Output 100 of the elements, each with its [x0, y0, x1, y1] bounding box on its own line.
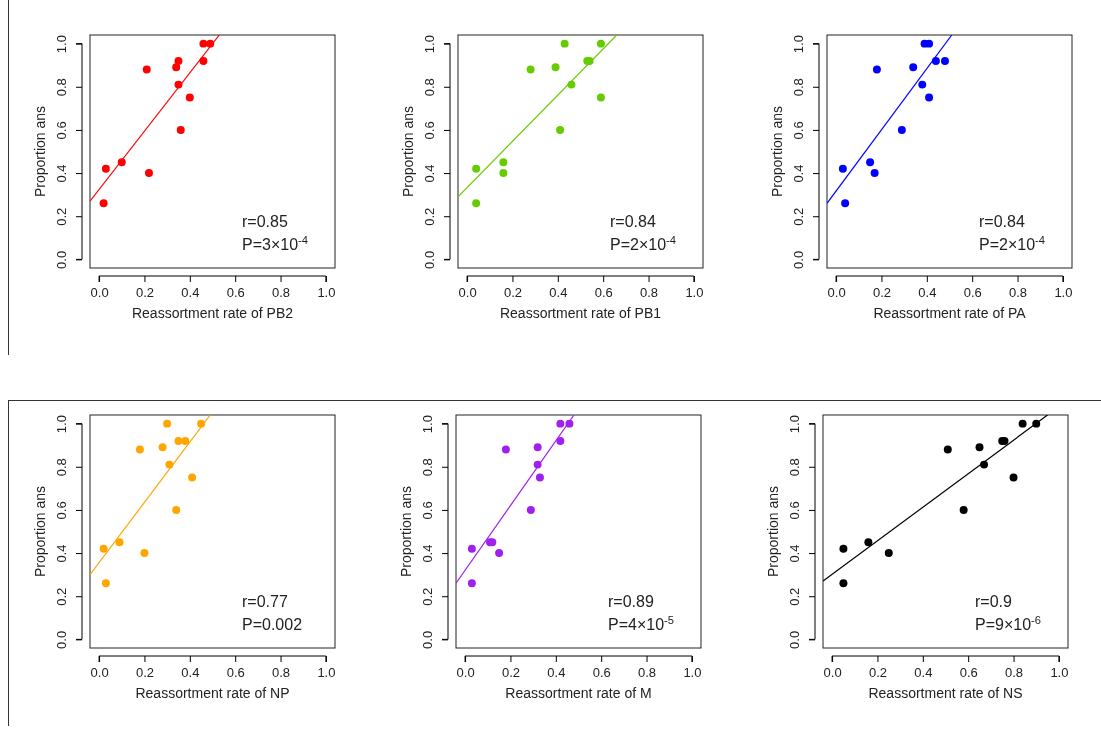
- y-tick-label: 0.8: [54, 458, 69, 477]
- y-tick-label: 0.4: [791, 164, 806, 183]
- y-tick-label: 0.4: [54, 164, 69, 183]
- y-tick-label: 0.0: [422, 250, 437, 269]
- point: [925, 93, 934, 102]
- y-tick-label: 0.8: [791, 78, 806, 97]
- y-tick-label: 0.2: [791, 207, 806, 226]
- point: [472, 199, 481, 208]
- point: [181, 436, 190, 445]
- x-tick-label: 0.6: [963, 284, 982, 300]
- point: [188, 473, 197, 482]
- point: [185, 93, 194, 102]
- x-axis-title: Reassortment rate of M: [505, 685, 652, 701]
- x-tick-label: 0.2: [501, 664, 520, 680]
- point: [467, 544, 476, 553]
- y-tick-label: 1.0: [791, 35, 806, 54]
- x-tick-label: 0.4: [181, 664, 200, 680]
- point: [174, 436, 183, 445]
- annotation: r=0.85: [242, 213, 288, 230]
- point: [925, 39, 934, 48]
- point: [533, 443, 542, 452]
- y-tick-label: 1.0: [787, 415, 802, 434]
- point: [495, 549, 504, 558]
- x-tick-label: 0.2: [503, 284, 522, 300]
- y-tick-label: 0.8: [54, 78, 69, 97]
- y-axis-title: Proportion ans: [400, 105, 416, 198]
- y-tick-label: 0.6: [54, 121, 69, 140]
- x-tick-label: 0.6: [592, 664, 611, 680]
- x-tick-label: 0.6: [594, 284, 613, 300]
- point: [864, 538, 873, 547]
- annotation: r=0.77: [242, 593, 288, 610]
- y-axis-title: Proportion ans: [765, 485, 781, 578]
- point: [872, 65, 881, 74]
- point: [959, 505, 968, 514]
- point: [140, 549, 149, 558]
- x-axis-title: Reassortment rate of PA: [873, 305, 1027, 321]
- annotation: P=2×10$^{-4}$: [979, 234, 1046, 253]
- x-tick-label: 0.8: [272, 284, 291, 300]
- y-tick-label: 0.8: [420, 458, 435, 477]
- y-tick-label: 0.0: [54, 250, 69, 269]
- point: [99, 199, 108, 208]
- point: [870, 169, 879, 178]
- point: [101, 164, 110, 173]
- x-tick-label: 1.0: [683, 664, 702, 680]
- annotation: r=0.89: [608, 593, 654, 610]
- point: [556, 125, 565, 134]
- point: [99, 544, 108, 553]
- x-axis-title: Reassortment rate of PB1: [499, 305, 662, 321]
- point: [1009, 473, 1018, 482]
- point: [135, 445, 144, 454]
- x-tick-label: 1.0: [1054, 284, 1073, 300]
- x-tick-label: 0.2: [135, 284, 154, 300]
- x-tick-label: 1.0: [685, 284, 704, 300]
- x-tick-label: 1.0: [317, 284, 336, 300]
- y-axis-title: Proportion ans: [769, 105, 785, 198]
- x-tick-label: 0.0: [827, 284, 846, 300]
- y-tick-label: 0.6: [791, 121, 806, 140]
- annotation: r=0.9: [975, 593, 1013, 610]
- x-tick-label: 0.8: [1005, 664, 1024, 680]
- point: [596, 39, 605, 48]
- x-tick-label: 0.4: [918, 284, 937, 300]
- x-tick-label: 0.2: [872, 284, 891, 300]
- y-tick-label: 0.2: [787, 587, 802, 606]
- point: [975, 443, 984, 452]
- point: [596, 93, 605, 102]
- annotation: P=9×10$^{-6}$: [975, 614, 1042, 633]
- point: [931, 56, 940, 65]
- point: [163, 419, 172, 428]
- point: [199, 56, 208, 65]
- y-tick-label: 0.2: [420, 587, 435, 606]
- point: [115, 538, 124, 547]
- y-tick-label: 0.8: [422, 78, 437, 97]
- point: [501, 445, 510, 454]
- x-tick-label: 0.4: [914, 664, 933, 680]
- point: [838, 164, 847, 173]
- y-tick-label: 1.0: [422, 35, 437, 54]
- point: [176, 125, 185, 134]
- y-tick-label: 0.4: [787, 544, 802, 563]
- point: [144, 169, 153, 178]
- y-tick-label: 0.6: [422, 121, 437, 140]
- y-axis-title: Proportion ans: [32, 485, 48, 578]
- y-tick-label: 1.0: [54, 35, 69, 54]
- x-tick-label: 0.0: [823, 664, 842, 680]
- point: [884, 549, 893, 558]
- annotation: P=0.002: [242, 616, 303, 633]
- y-tick-label: 0.8: [787, 458, 802, 477]
- y-tick-label: 0.6: [54, 501, 69, 520]
- annotation: P=4×10$^{-5}$: [608, 614, 675, 633]
- point: [535, 473, 544, 482]
- point: [499, 169, 508, 178]
- point: [866, 158, 875, 167]
- point: [980, 460, 989, 469]
- point: [918, 80, 927, 89]
- y-axis-title: Proportion ans: [398, 485, 414, 578]
- point: [943, 445, 952, 454]
- y-tick-label: 1.0: [54, 415, 69, 434]
- x-tick-label: 0.2: [135, 664, 154, 680]
- x-tick-label: 0.8: [272, 664, 291, 680]
- point: [472, 164, 481, 173]
- point: [526, 505, 535, 514]
